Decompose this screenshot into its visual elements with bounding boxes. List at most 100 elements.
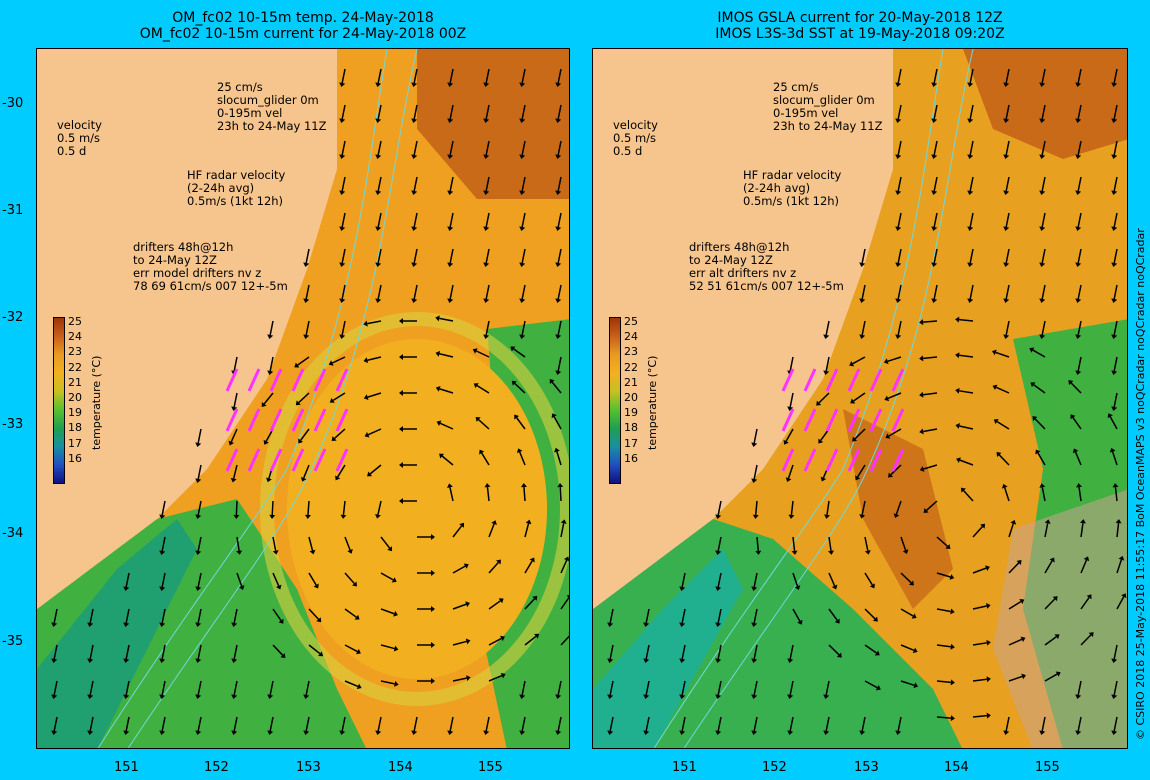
- current-arrow: [235, 500, 238, 516]
- drifter-track: [269, 368, 283, 392]
- drifter-track: [803, 448, 817, 472]
- current-arrow: [1041, 140, 1046, 156]
- current-arrow: [864, 536, 869, 551]
- current-arrow-head: [1121, 593, 1127, 599]
- current-arrow-head: [1039, 226, 1046, 231]
- current-arrow: [1113, 212, 1118, 228]
- glider-legend: 25 cm/s slocum_glider 0m 0-195m vel 23h …: [217, 80, 327, 133]
- current-arrow: [307, 500, 310, 516]
- current-arrow-head: [231, 694, 238, 699]
- current-arrow: [485, 176, 490, 192]
- current-arrow-head: [499, 635, 505, 642]
- current-arrow: [926, 500, 938, 511]
- current-arrow: [1004, 487, 1010, 502]
- current-arrow: [681, 680, 686, 696]
- current-arrow-head: [1111, 226, 1118, 231]
- current-arrow-head: [435, 350, 441, 357]
- current-arrow-head: [123, 730, 130, 735]
- current-arrow: [161, 680, 166, 696]
- drifter-track: [891, 408, 905, 432]
- current-arrow: [449, 248, 454, 264]
- current-arrow: [89, 680, 94, 696]
- current-arrow-head: [313, 583, 319, 589]
- current-arrow: [1077, 284, 1082, 300]
- left-map-panel[interactable]: velocity 0.5 m/s 0.5 d 25 cm/s slocum_gl…: [36, 48, 570, 749]
- current-arrow-head: [411, 298, 418, 303]
- current-arrow-head: [902, 549, 909, 555]
- current-arrow-head: [399, 426, 403, 432]
- drifter-track: [803, 368, 817, 392]
- current-arrow: [828, 608, 838, 621]
- current-arrow-head: [339, 226, 346, 231]
- current-arrow-head: [715, 550, 722, 555]
- current-arrow: [521, 320, 526, 336]
- current-arrow: [936, 680, 952, 684]
- current-arrow: [864, 680, 878, 689]
- current-arrow-head: [787, 730, 794, 735]
- drifter-track: [313, 448, 327, 472]
- current-arrow-head: [339, 190, 346, 195]
- current-arrow: [1070, 382, 1082, 394]
- current-arrow: [645, 644, 650, 660]
- current-arrow: [557, 716, 562, 732]
- current-arrow: [521, 680, 526, 696]
- current-arrow-head: [356, 683, 362, 690]
- current-arrow: [887, 356, 902, 362]
- current-arrow: [1078, 487, 1082, 502]
- current-arrow-head: [788, 514, 795, 519]
- current-arrow: [828, 572, 836, 587]
- current-arrow-head: [986, 712, 991, 719]
- current-arrow: [1077, 212, 1082, 228]
- current-arrow: [369, 464, 382, 475]
- current-arrow-head: [1075, 334, 1082, 339]
- current-arrow-head: [1111, 118, 1118, 123]
- current-arrow: [861, 284, 866, 300]
- current-arrow: [609, 608, 614, 624]
- current-arrow-head: [123, 622, 130, 627]
- current-arrow: [560, 635, 569, 646]
- current-arrow: [897, 104, 902, 120]
- current-arrow: [887, 392, 902, 400]
- drifter-track: [225, 408, 239, 432]
- current-arrow: [1109, 416, 1118, 430]
- current-arrow-head: [294, 362, 300, 368]
- right-map-panel[interactable]: velocity 0.5 m/s 0.5 d 25 cm/s slocum_gl…: [592, 48, 1128, 749]
- current-arrow: [332, 392, 346, 402]
- current-arrow: [792, 608, 801, 622]
- current-arrow-head: [519, 190, 526, 195]
- current-arrow-head: [836, 652, 842, 658]
- current-arrow-head: [520, 483, 527, 488]
- current-arrow-head: [532, 595, 538, 601]
- current-arrow-head: [1111, 82, 1118, 87]
- current-arrow-head: [1021, 673, 1027, 680]
- current-arrow-head: [195, 550, 202, 555]
- current-arrow: [233, 392, 238, 408]
- current-arrow-head: [195, 586, 202, 591]
- current-arrow: [789, 392, 794, 408]
- current-arrow-head: [363, 320, 368, 327]
- current-arrow-head: [794, 585, 801, 591]
- current-arrow-head: [715, 622, 722, 627]
- current-arrow-head: [1039, 118, 1046, 123]
- current-arrow-head: [231, 622, 238, 627]
- current-arrow-head: [1111, 262, 1118, 267]
- current-arrow-head: [950, 715, 955, 722]
- lat-tick: -31: [2, 203, 24, 218]
- current-arrow-head: [755, 550, 762, 555]
- current-arrow: [560, 523, 565, 538]
- drifter-track: [781, 408, 795, 432]
- current-arrow-head: [834, 618, 840, 624]
- colorbar-label-right: temperature (°C): [646, 355, 659, 450]
- current-arrow: [717, 716, 722, 732]
- current-arrow-head: [534, 633, 540, 639]
- current-arrow-head: [411, 154, 418, 159]
- current-arrow: [342, 500, 346, 515]
- current-arrow: [377, 104, 382, 120]
- current-arrow: [1044, 523, 1049, 538]
- current-arrow-head: [828, 550, 834, 555]
- current-arrow-head: [1079, 519, 1086, 524]
- current-arrow-head: [1075, 82, 1082, 87]
- current-arrow-head: [475, 416, 481, 422]
- current-arrow: [753, 608, 758, 624]
- current-arrow: [826, 500, 830, 515]
